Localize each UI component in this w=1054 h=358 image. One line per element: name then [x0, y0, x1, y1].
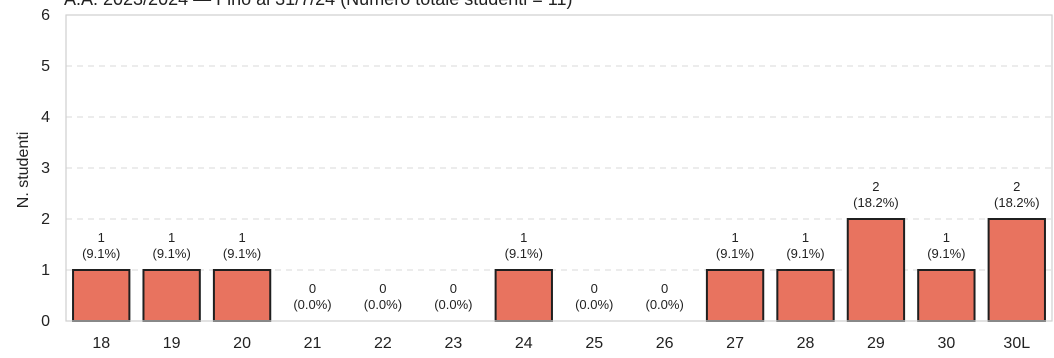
bar-27 — [705, 269, 765, 322]
x-tick-label: 22 — [374, 335, 392, 352]
chart-title: A.A. 2023/2024 — Fino al 31/7/24 (Numero… — [64, 0, 572, 9]
bar-24 — [494, 269, 553, 322]
bar-19 — [142, 269, 201, 322]
x-tick-label: 30 — [937, 335, 955, 352]
y-tick-label: 4 — [41, 109, 50, 126]
bar-percent-label: (9.1%) — [82, 246, 120, 261]
bar-count-label: 2 — [1013, 179, 1020, 194]
bar-count-label: 0 — [661, 281, 668, 296]
plot-frame — [65, 14, 1053, 322]
bar-percent-label: (18.2%) — [994, 195, 1040, 210]
bar-percent-label: (9.1%) — [223, 246, 261, 261]
bar-percent-label: (9.1%) — [505, 246, 543, 261]
bar-percent-label: (9.1%) — [786, 246, 824, 261]
bar-count-label: 1 — [168, 230, 175, 245]
bar-count-label: 0 — [309, 281, 316, 296]
bar-count-label: 0 — [450, 281, 457, 296]
bar-count-label: 1 — [943, 230, 950, 245]
bar-20 — [212, 269, 272, 322]
x-tick-label: 28 — [797, 335, 815, 352]
bar-percent-label: (0.0%) — [645, 297, 683, 312]
x-tick-label: 29 — [867, 335, 885, 352]
bar-percent-label: (0.0%) — [575, 297, 613, 312]
y-axis-ticks: 0 1 2 3 4 5 6 — [41, 7, 50, 330]
y-tick-label: 6 — [41, 7, 50, 24]
bar-30L — [987, 218, 1046, 322]
bar-count-label: 2 — [872, 179, 879, 194]
x-tick-label: 25 — [585, 335, 603, 352]
bar-percent-label: (0.0%) — [293, 297, 331, 312]
data-labels: 1(9.1%)1(9.1%)1(9.1%)0(0.0%)0(0.0%)0(0.0… — [82, 179, 1039, 312]
x-tick-label: 18 — [92, 335, 110, 352]
bar-count-label: 0 — [591, 281, 598, 296]
bar-18 — [72, 269, 131, 322]
bar-29 — [846, 218, 906, 322]
bar-percent-label: (9.1%) — [927, 246, 965, 261]
x-tick-label: 20 — [233, 335, 251, 352]
bars — [72, 218, 1046, 322]
bar-28 — [776, 269, 835, 322]
y-tick-label: 1 — [41, 262, 50, 279]
x-tick-label: 30L — [1003, 335, 1030, 352]
x-tick-label: 24 — [515, 335, 533, 352]
bar-percent-label: (0.0%) — [434, 297, 472, 312]
bar-count-label: 1 — [520, 230, 527, 245]
y-axis-label: N. studenti — [15, 132, 32, 208]
bar-percent-label: (18.2%) — [853, 195, 899, 210]
bar-percent-label: (9.1%) — [152, 246, 190, 261]
x-tick-label: 23 — [444, 335, 462, 352]
bar-count-label: 1 — [802, 230, 809, 245]
y-tick-label: 3 — [41, 160, 50, 177]
x-tick-label: 19 — [163, 335, 181, 352]
x-tick-label: 21 — [304, 335, 322, 352]
y-tick-label: 0 — [41, 313, 50, 330]
bar-count-label: 1 — [238, 230, 245, 245]
bar-count-label: 0 — [379, 281, 386, 296]
bar-count-label: 1 — [731, 230, 738, 245]
y-tick-label: 2 — [41, 211, 50, 228]
x-axis-ticks: 18 19 20 21 22 23 24 25 26 27 28 29 30 30L — [92, 335, 1030, 352]
bar-percent-label: (0.0%) — [364, 297, 402, 312]
bar-30 — [917, 269, 976, 322]
x-tick-label: 27 — [726, 335, 744, 352]
y-tick-label: 5 — [41, 58, 50, 75]
bar-count-label: 1 — [98, 230, 105, 245]
bar-percent-label: (9.1%) — [716, 246, 754, 261]
x-tick-label: 26 — [656, 335, 674, 352]
